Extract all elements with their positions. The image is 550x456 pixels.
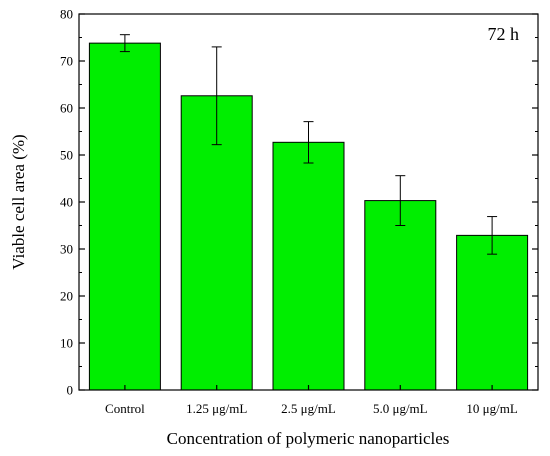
x-category-label: 2.5 μg/mL bbox=[281, 401, 336, 416]
x-category-label: 5.0 μg/mL bbox=[373, 401, 428, 416]
bar bbox=[272, 141, 345, 391]
y-tick-label: 40 bbox=[60, 195, 73, 210]
x-axis-ticks: Control 1.25 μg/mL 2.5 μg/mL 5.0 μg/mL 10 μg… bbox=[105, 385, 518, 416]
y-axis-ticks: 0 10 20 30 40 50 60 70 80 bbox=[60, 7, 538, 398]
error-bars-group bbox=[119, 34, 498, 255]
bar bbox=[456, 234, 529, 391]
bar bbox=[364, 200, 437, 391]
y-tick-label: 30 bbox=[60, 242, 73, 257]
x-axis-title: Concentration of polymeric nanoparticles bbox=[167, 429, 450, 448]
y-tick-label: 0 bbox=[67, 383, 74, 398]
bar bbox=[88, 42, 161, 391]
annotation-72h: 72 h bbox=[488, 24, 520, 44]
y-tick-label: 60 bbox=[60, 101, 73, 116]
y-axis-title: Viable cell area (%) bbox=[9, 134, 28, 269]
y-tick-label: 80 bbox=[60, 7, 73, 22]
x-category-label: 1.25 μg/mL bbox=[186, 401, 247, 416]
y-tick-label: 10 bbox=[60, 336, 73, 351]
x-category-label: Control bbox=[105, 401, 145, 416]
y-tick-label: 50 bbox=[60, 148, 73, 163]
plot-frame bbox=[78, 13, 539, 391]
y-tick-label: 70 bbox=[60, 54, 73, 69]
x-category-label: 10 μg/mL bbox=[466, 401, 517, 416]
bars-group bbox=[88, 42, 529, 391]
y-tick-label: 20 bbox=[60, 289, 73, 304]
